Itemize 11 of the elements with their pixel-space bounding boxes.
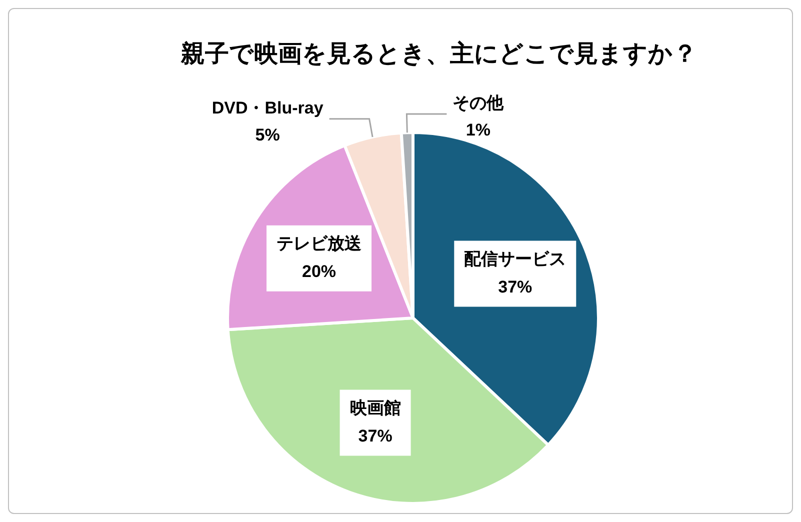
data-label: 37% (358, 426, 392, 446)
data-label: 20% (302, 262, 336, 282)
data-label: 5% (255, 126, 280, 145)
data-label: 37% (498, 277, 532, 296)
slice-label: 映画館 (350, 398, 401, 418)
slice-label: DVD・Blu-ray (212, 98, 324, 118)
slice-label: 配信サービス (464, 249, 566, 268)
data-label: 1% (466, 120, 490, 140)
slice-label: テレビ放送 (276, 234, 362, 254)
chart-title: 親子で映画を見るとき、主にどこで見ますか？ (180, 40, 697, 68)
slice-label: その他 (452, 94, 505, 113)
